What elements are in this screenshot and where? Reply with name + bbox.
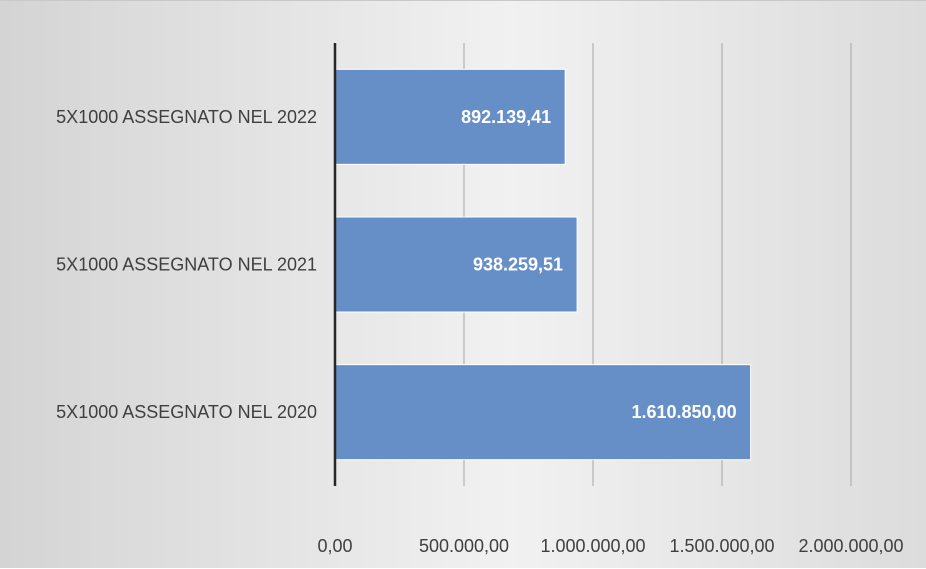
data-label: 892.139,41 bbox=[461, 107, 551, 127]
bar bbox=[334, 68, 566, 165]
category-label: 5X1000 ASSEGNATO NEL 2021 bbox=[56, 255, 317, 275]
data-label: 938.259,51 bbox=[473, 255, 563, 275]
bar bbox=[334, 364, 752, 461]
data-label: 1.610.850,00 bbox=[631, 402, 736, 422]
x-tick-label: 500.000,00 bbox=[419, 536, 509, 556]
x-tick-label: 2.000.000,00 bbox=[798, 536, 903, 556]
x-tick-label: 0,00 bbox=[317, 536, 352, 556]
bar bbox=[334, 216, 578, 313]
category-label: 5X1000 ASSEGNATO NEL 2022 bbox=[56, 107, 317, 127]
x-tick-label: 1.500.000,00 bbox=[669, 536, 774, 556]
category-label: 5X1000 ASSEGNATO NEL 2020 bbox=[56, 402, 317, 422]
x-tick-label: 1.000.000,00 bbox=[540, 536, 645, 556]
